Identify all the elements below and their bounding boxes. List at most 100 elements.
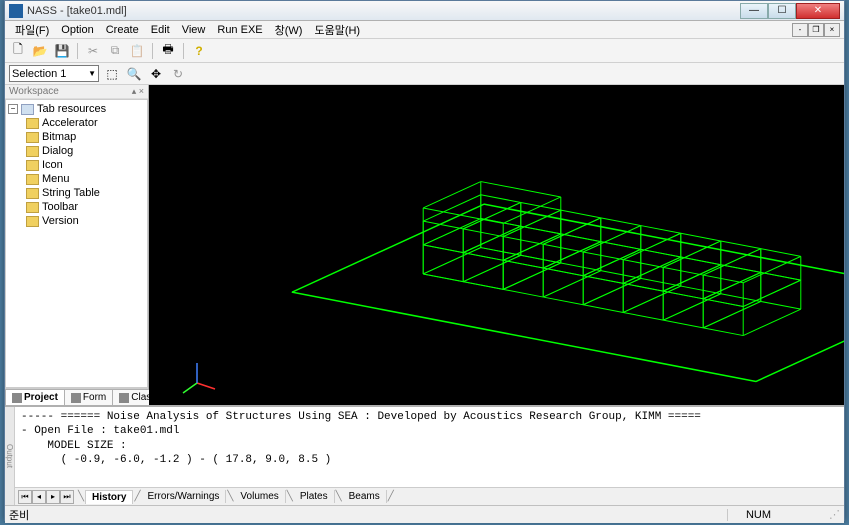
new-icon[interactable]: 🗋 <box>9 42 27 60</box>
output-tabs: ⏮ ◂ ▸ ⏭ ╲ History ╱ Errors/Warnings ╲ Vo… <box>15 487 844 505</box>
nav-last-icon[interactable]: ⏭ <box>60 490 74 504</box>
paste-icon[interactable]: 📋 <box>128 42 146 60</box>
out-tab-plates-label: Plates <box>300 491 328 502</box>
viewport-svg <box>149 85 844 405</box>
folder-icon <box>26 146 39 157</box>
nav-next-icon[interactable]: ▸ <box>46 490 60 504</box>
menu-window[interactable]: 창(W) <box>269 22 309 38</box>
tree-item-label: Toolbar <box>42 201 78 213</box>
pin-icon[interactable]: ▴ × <box>132 86 144 97</box>
folder-icon <box>26 202 39 213</box>
mdi-restore-button[interactable]: ❐ <box>808 23 824 37</box>
tab-form-label: Form <box>83 392 106 403</box>
tab-decoration: ╲ <box>77 491 85 502</box>
selection-combo[interactable]: Selection 1 ▼ <box>9 65 99 82</box>
titlebar[interactable]: NASS - [take01.mdl] — ☐ ✕ <box>5 1 844 21</box>
out-tab-errors-label: Errors/Warnings <box>148 491 220 502</box>
out-tab-volumes-label: Volumes <box>240 491 278 502</box>
open-icon[interactable]: 📂 <box>31 42 49 60</box>
form-icon <box>71 393 81 403</box>
collapse-icon[interactable]: − <box>8 104 18 114</box>
menu-edit[interactable]: Edit <box>145 24 176 36</box>
tree-item-version[interactable]: Version <box>26 214 145 228</box>
status-numlock: NUM <box>727 509 789 521</box>
menubar: 파일(F) Option Create Edit View Run EXE 창(… <box>5 21 844 39</box>
toolbar-sep <box>183 43 184 59</box>
zoom-window-icon[interactable]: ⬚ <box>103 65 121 83</box>
tree-children: Accelerator Bitmap Dialog IconMenuString Ta… <box>8 116 145 228</box>
resource-tree[interactable]: − Tab resources Accelerator Bitmap Dialog I… <box>5 99 148 388</box>
workspace-title: Workspace ▴ × <box>5 85 148 99</box>
output-nav: ⏮ ◂ ▸ ⏭ <box>18 490 74 504</box>
nav-first-icon[interactable]: ⏮ <box>18 490 32 504</box>
out-tab-volumes[interactable]: Volumes <box>234 490 285 503</box>
menu-file[interactable]: 파일(F) <box>9 22 55 38</box>
zoom-icon[interactable]: 🔍 <box>125 65 143 83</box>
tree-item-label: Accelerator <box>42 117 98 129</box>
resize-grip-icon[interactable]: ⋰ <box>826 508 840 521</box>
app-icon <box>9 4 23 18</box>
3d-viewport[interactable] <box>149 85 844 405</box>
output-body: ----- ====== Noise Analysis of Structure… <box>15 407 844 505</box>
statusbar: 준비 NUM ⋰ <box>5 505 844 523</box>
menu-view[interactable]: View <box>176 24 212 36</box>
folder-icon <box>21 104 34 115</box>
nav-prev-icon[interactable]: ◂ <box>32 490 46 504</box>
status-left: 준비 <box>9 507 690 523</box>
tree-item-string-table[interactable]: String Table <box>26 186 145 200</box>
tree-item-label: String Table <box>42 187 100 199</box>
tree-item-label: Bitmap <box>42 131 76 143</box>
tree-item-accelerator[interactable]: Accelerator <box>26 116 145 130</box>
folder-icon <box>26 160 39 171</box>
tree-item-dialog[interactable]: Dialog <box>26 144 145 158</box>
out-tab-beams-label: Beams <box>349 491 380 502</box>
folder-icon <box>26 216 39 227</box>
tree-item-bitmap[interactable]: Bitmap <box>26 130 145 144</box>
tree-root[interactable]: − Tab resources <box>8 102 145 116</box>
output-gutter: Output <box>5 407 15 505</box>
out-tab-errors[interactable]: Errors/Warnings <box>142 490 227 503</box>
mdi-buttons: - ❐ × <box>792 23 840 37</box>
rotate-icon[interactable]: ↻ <box>169 65 187 83</box>
out-tab-history-label: History <box>92 492 126 503</box>
tree-item-label: Icon <box>42 159 63 171</box>
mdi-close-button[interactable]: × <box>824 23 840 37</box>
copy-icon[interactable]: ⧉ <box>106 42 124 60</box>
toolbar-main: 🗋 📂 💾 ✂ ⧉ 📋 🖶 ? <box>5 39 844 63</box>
cut-icon[interactable]: ✂ <box>84 42 102 60</box>
tree-item-label: Dialog <box>42 145 73 157</box>
tab-project-label: Project <box>24 392 58 403</box>
out-tab-beams[interactable]: Beams <box>343 490 387 503</box>
output-text[interactable]: ----- ====== Noise Analysis of Structure… <box>15 407 844 487</box>
folder-icon <box>26 118 39 129</box>
menu-create[interactable]: Create <box>100 24 145 36</box>
window-title: NASS - [take01.mdl] <box>27 5 740 17</box>
menu-option[interactable]: Option <box>55 24 99 36</box>
tree-item-toolbar[interactable]: Toolbar <box>26 200 145 214</box>
out-tab-plates[interactable]: Plates <box>294 490 335 503</box>
save-icon[interactable]: 💾 <box>53 42 71 60</box>
close-button[interactable]: ✕ <box>796 3 840 19</box>
tab-project[interactable]: Project <box>5 389 65 405</box>
out-tab-history[interactable]: History <box>85 490 133 504</box>
tab-decoration: ╲ <box>335 491 343 502</box>
main-window: NASS - [take01.mdl] — ☐ ✕ 파일(F) Option C… <box>4 0 845 521</box>
chevron-down-icon: ▼ <box>88 69 96 78</box>
pan-icon[interactable]: ✥ <box>147 65 165 83</box>
minimize-button[interactable]: — <box>740 3 768 19</box>
maximize-button[interactable]: ☐ <box>768 3 796 19</box>
tree-item-label: Version <box>42 215 79 227</box>
mdi-minimize-button[interactable]: - <box>792 23 808 37</box>
tab-decoration: ╱ <box>387 491 395 502</box>
tab-decoration: ╲ <box>226 491 234 502</box>
tree-item-menu[interactable]: Menu <box>26 172 145 186</box>
print-icon[interactable]: 🖶 <box>159 42 177 60</box>
window-buttons: — ☐ ✕ <box>740 3 840 19</box>
menu-help[interactable]: 도움말(H) <box>308 22 366 38</box>
tree-root-label: Tab resources <box>37 103 106 115</box>
help-icon[interactable]: ? <box>190 42 208 60</box>
tree-item-icon[interactable]: Icon <box>26 158 145 172</box>
menu-runexe[interactable]: Run EXE <box>211 24 268 36</box>
folder-icon <box>26 174 39 185</box>
tab-form[interactable]: Form <box>64 389 113 405</box>
